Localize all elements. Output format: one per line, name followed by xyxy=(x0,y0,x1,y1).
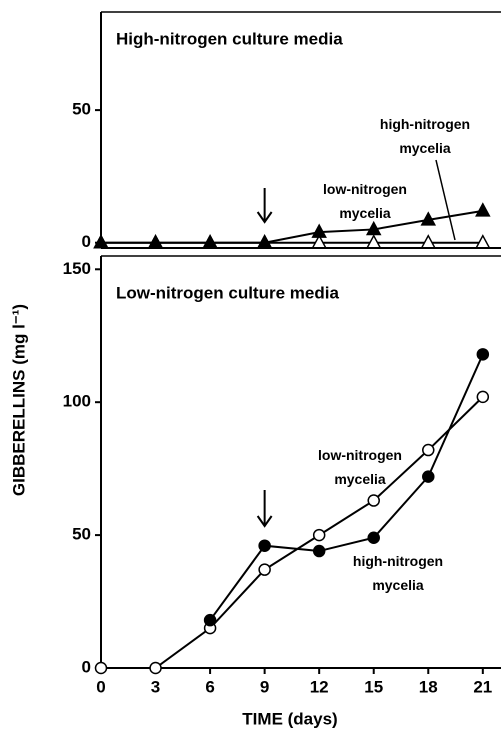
x-axis-label: TIME (days) xyxy=(242,709,337,728)
marker xyxy=(258,539,271,552)
x-tick-label: 18 xyxy=(419,677,438,696)
marker xyxy=(312,544,326,558)
series-line xyxy=(101,209,483,244)
marker xyxy=(420,234,437,249)
arrow xyxy=(256,490,273,528)
marker xyxy=(365,220,382,236)
series-line xyxy=(209,353,484,621)
y-tick-label: 50 xyxy=(72,100,91,119)
y-tick-label: 50 xyxy=(72,525,91,544)
arrow-head xyxy=(256,515,273,528)
marker xyxy=(149,661,162,675)
x-tick-label: 12 xyxy=(310,677,329,696)
y-axis-label: GIBBERELLINS (mg l⁻¹) xyxy=(9,304,28,496)
marker xyxy=(147,234,164,249)
series-label: high-nitrogen mycelia xyxy=(380,116,470,156)
marker xyxy=(476,390,490,404)
marker xyxy=(93,234,109,249)
marker xyxy=(422,470,435,483)
y-tick-label: 0 xyxy=(82,232,91,251)
x-tick-label: 9 xyxy=(260,677,269,696)
y-tick-label: 150 xyxy=(63,259,91,278)
marker xyxy=(476,348,490,361)
marker xyxy=(367,531,380,545)
marker xyxy=(311,234,327,249)
marker xyxy=(312,528,326,542)
marker xyxy=(365,234,382,249)
arrow xyxy=(256,188,273,224)
panel-title: High-nitrogen culture media xyxy=(116,29,343,48)
marker xyxy=(367,494,380,507)
x-tick-label: 15 xyxy=(364,677,383,696)
marker xyxy=(422,443,435,457)
series-line xyxy=(101,396,484,669)
marker xyxy=(475,234,491,249)
marker xyxy=(94,661,108,675)
y-tick-label: 100 xyxy=(63,392,91,411)
x-tick-label: 0 xyxy=(96,677,105,696)
panel-title: Low-nitrogen culture media xyxy=(116,283,339,302)
series-label: high-nitrogen mycelia xyxy=(353,553,443,593)
y-tick-label: 0 xyxy=(82,657,91,676)
x-tick-label: 21 xyxy=(473,677,492,696)
marker xyxy=(311,223,327,238)
arrow-head xyxy=(256,211,273,224)
marker xyxy=(258,563,271,576)
marker xyxy=(475,202,491,217)
marker xyxy=(256,234,273,249)
label-pointer xyxy=(435,159,456,241)
marker xyxy=(202,234,218,249)
x-tick-label: 3 xyxy=(151,677,160,696)
marker xyxy=(203,613,217,627)
series-label: low-nitrogen mycelia xyxy=(323,181,407,221)
marker xyxy=(420,211,437,226)
series-label: low-nitrogen mycelia xyxy=(318,447,402,487)
x-tick-label: 6 xyxy=(205,677,214,696)
